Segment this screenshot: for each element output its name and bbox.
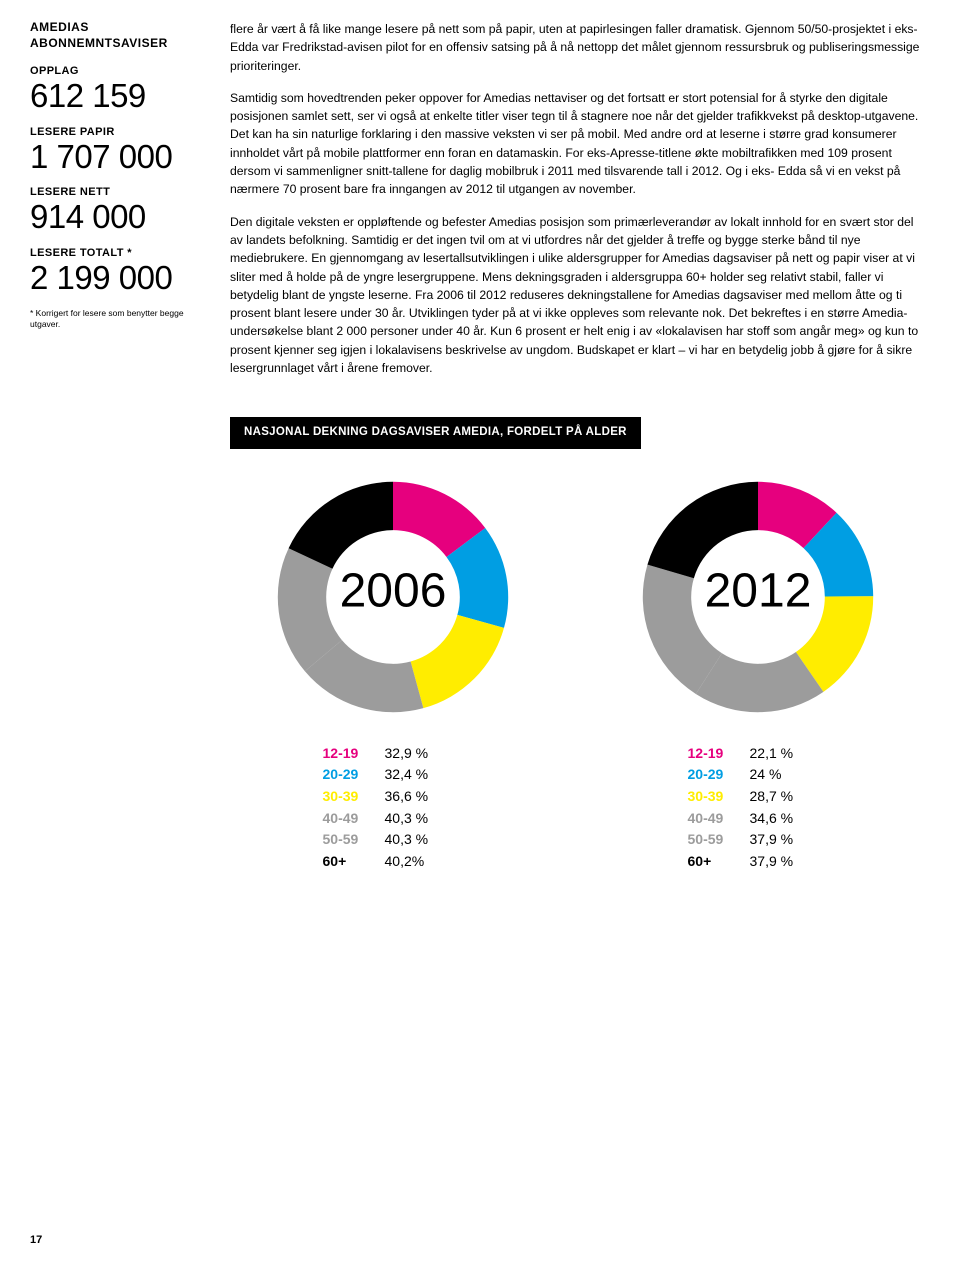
legend-row: 30-39 36,6 % (323, 786, 429, 808)
stat-value: 2 199 000 (30, 261, 202, 296)
legend-key: 50-59 (323, 829, 375, 851)
chart-title: NASJONAL DEKNING DAGSAVISER AMEDIA, FORD… (230, 417, 641, 448)
stat-label: OPPLAG (30, 65, 202, 77)
sidebar-header-line1: AMEDIAS (30, 20, 89, 34)
chart-col-left: 2006 12-1932,9 %20-2932,4 %30-3936,6 %40… (273, 477, 513, 873)
stat-value: 612 159 (30, 79, 202, 114)
legend-row: 40-49 40,3 % (323, 808, 429, 830)
sidebar-header-line2: ABONNEMNTSAVISER (30, 36, 168, 50)
legend-value: 22,1 % (750, 743, 794, 765)
legend-value: 28,7 % (750, 786, 794, 808)
chart-section: NASJONAL DEKNING DAGSAVISER AMEDIA, FORD… (230, 417, 920, 872)
body-paragraph: flere år vært å få like mange lesere på … (230, 20, 920, 75)
legend-key: 60+ (688, 851, 740, 873)
legend-value: 34,6 % (750, 808, 794, 830)
legend-value: 32,4 % (385, 764, 429, 786)
donut-slice (410, 615, 503, 708)
chart-legend-2012: 12-19 22,1 % 20-29 24 % 30-39 28,7 % 40-49 34,6… (638, 743, 794, 873)
legend-key: 12-19 (688, 743, 740, 765)
legend-key: 12-19 (323, 743, 375, 765)
donut-chart-2012: 2012 (638, 477, 878, 717)
legend-key: 30-39 (323, 786, 375, 808)
main-content: flere år vært å få like mange lesere på … (230, 20, 920, 873)
body-paragraph: Den digitale veksten er oppløftende og b… (230, 213, 920, 378)
legend-key: 50-59 (688, 829, 740, 851)
legend-key: 30-39 (688, 786, 740, 808)
legend-value: 40,2% (385, 851, 425, 873)
legend-value: 37,9 % (750, 851, 794, 873)
stat-value: 914 000 (30, 200, 202, 235)
legend-key: 60+ (323, 851, 375, 873)
legend-row: 20-29 24 % (688, 764, 794, 786)
legend-row: 12-19 32,9 % (323, 743, 429, 765)
legend-key: 40-49 (688, 808, 740, 830)
legend-row: 30-39 28,7 % (688, 786, 794, 808)
sidebar-footnote: * Korrigert for lesere som benytter begg… (30, 308, 202, 330)
legend-key: 20-29 (323, 764, 375, 786)
legend-row: 40-49 34,6 % (688, 808, 794, 830)
page-number: 17 (30, 1234, 42, 1246)
stat-label: LESERE TOTALT * (30, 247, 202, 259)
stat-block: OPPLAG 612 159 (30, 65, 202, 114)
stat-block: LESERE PAPIR 1 707 000 (30, 126, 202, 175)
legend-key: 40-49 (323, 808, 375, 830)
legend-value: 40,3 % (385, 808, 429, 830)
donut-year-label: 2006 (339, 564, 446, 617)
legend-value: 40,3 % (385, 829, 429, 851)
sidebar-stats: AMEDIAS ABONNEMNTSAVISER OPPLAG 612 159 … (30, 20, 202, 873)
chart-col-right: 2012 12-1922,1 %20-2924 %30-3928,7 %40-4… (638, 477, 878, 873)
legend-value: 24 % (750, 764, 782, 786)
legend-row: 20-29 32,4 % (323, 764, 429, 786)
legend-value: 37,9 % (750, 829, 794, 851)
legend-key: 20-29 (688, 764, 740, 786)
stat-block: LESERE TOTALT * 2 199 000 (30, 247, 202, 296)
legend-row: 60+ 40,2% (323, 851, 429, 873)
legend-row: 50-59 37,9 % (688, 829, 794, 851)
legend-row: 12-19 22,1 % (688, 743, 794, 765)
legend-value: 32,9 % (385, 743, 429, 765)
stat-value: 1 707 000 (30, 140, 202, 175)
sidebar-header: AMEDIAS ABONNEMNTSAVISER (30, 20, 202, 51)
legend-row: 60+ 37,9 % (688, 851, 794, 873)
donut-chart-2006: 2006 (273, 477, 513, 717)
page-layout: AMEDIAS ABONNEMNTSAVISER OPPLAG 612 159 … (30, 20, 920, 873)
stat-label: LESERE PAPIR (30, 126, 202, 138)
stat-block: LESERE NETT 914 000 (30, 186, 202, 235)
body-paragraph: Samtidig som hovedtrenden peker oppover … (230, 89, 920, 199)
stat-label: LESERE NETT (30, 186, 202, 198)
charts-row: 2006 12-1932,9 %20-2932,4 %30-3936,6 %40… (230, 477, 920, 873)
legend-value: 36,6 % (385, 786, 429, 808)
legend-row: 50-59 40,3 % (323, 829, 429, 851)
donut-year-label: 2012 (704, 564, 811, 617)
chart-legend-2006: 12-1932,9 %20-2932,4 %30-3936,6 %40-4940… (273, 743, 429, 873)
